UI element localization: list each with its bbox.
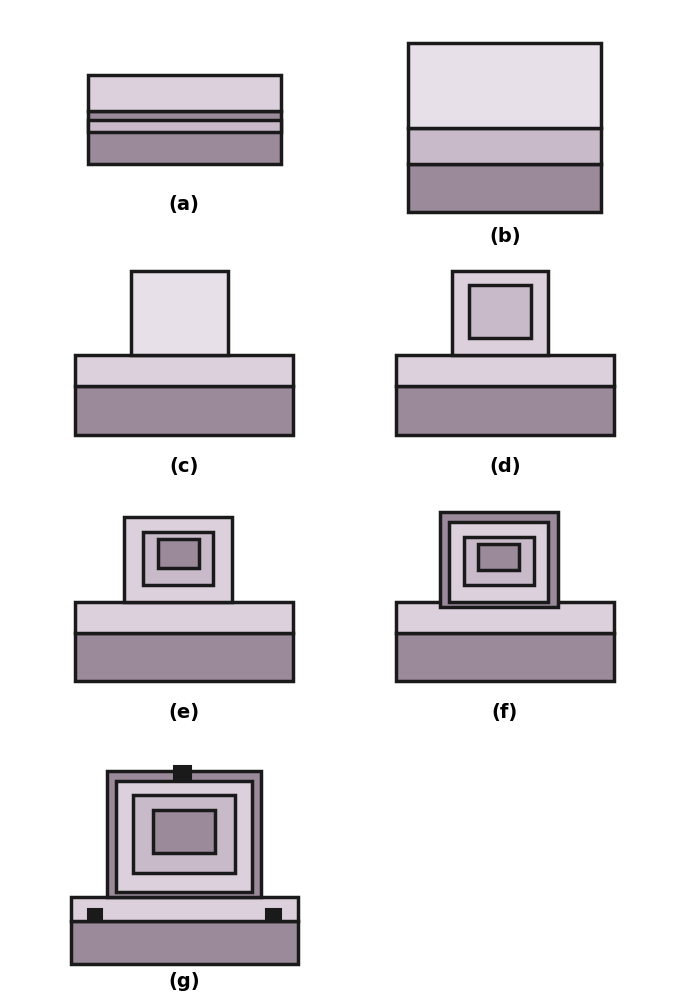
Bar (143, 532, 213, 585)
Bar (396, 355, 613, 386)
Bar (131, 271, 227, 355)
Bar (478, 544, 520, 570)
Bar (88, 909, 102, 921)
Bar (88, 120, 280, 132)
Bar (134, 795, 235, 873)
Bar (440, 512, 558, 607)
Text: (b): (b) (489, 227, 521, 246)
Bar (409, 128, 601, 164)
Bar (452, 271, 548, 355)
Bar (70, 897, 298, 921)
Text: (a): (a) (169, 195, 200, 214)
Bar (409, 43, 601, 128)
Bar (158, 539, 198, 568)
Bar (396, 633, 613, 681)
Bar (76, 602, 293, 633)
Bar (153, 810, 216, 853)
Bar (409, 164, 601, 212)
Bar (76, 386, 293, 435)
Bar (124, 517, 232, 602)
Text: (d): (d) (489, 457, 521, 476)
Bar (464, 537, 534, 585)
Bar (266, 909, 280, 921)
Text: (e): (e) (169, 703, 200, 722)
Bar (396, 602, 613, 633)
Bar (449, 522, 548, 602)
Bar (76, 355, 293, 386)
Text: (g): (g) (168, 972, 200, 991)
Bar (70, 921, 298, 964)
Text: (c): (c) (169, 457, 199, 476)
Bar (116, 781, 251, 892)
Bar (107, 771, 261, 897)
Bar (174, 766, 192, 779)
Text: (f): (f) (492, 703, 518, 722)
Bar (88, 75, 280, 111)
Bar (88, 111, 280, 164)
Bar (76, 633, 293, 681)
Bar (469, 285, 531, 338)
Bar (396, 386, 613, 435)
